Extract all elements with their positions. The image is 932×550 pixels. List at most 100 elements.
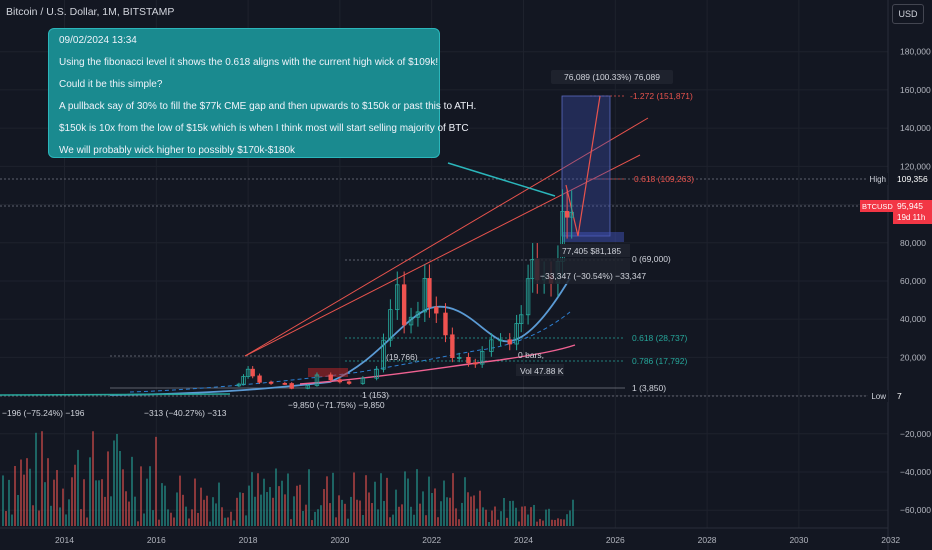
volume-bar [545, 509, 547, 526]
volume-bar [461, 502, 463, 526]
volume-bar [86, 517, 88, 526]
volume-bar [542, 520, 544, 526]
trend-line-upper [244, 117, 649, 357]
volume-bar [188, 518, 190, 526]
price-tick: 80,000 [900, 238, 926, 248]
volume-bar [311, 520, 313, 526]
fib-one-label: 1 (3,850) [632, 383, 666, 393]
countdown: 19d 11h [897, 213, 925, 222]
volume-bar [338, 495, 340, 526]
volume-bar [23, 474, 25, 526]
volume-bar [302, 510, 304, 526]
volume-bar [50, 505, 52, 526]
volume-bar [203, 499, 205, 526]
volume-bar [332, 472, 334, 526]
chart-labels: 76,089 (100.33%) 76,089 -1.272 (151,871) 0… [2, 70, 694, 418]
volume-bar [449, 497, 451, 526]
volume-bar [209, 521, 211, 526]
volume-bar [389, 517, 391, 526]
volume-bar [110, 496, 112, 526]
time-tick: 2022 [422, 535, 441, 545]
volume-bar [380, 473, 382, 526]
volume-bar [458, 519, 460, 526]
volume-bar [206, 495, 208, 526]
symbol-label-box [860, 200, 894, 212]
volume-bar [323, 489, 325, 526]
volume-bar [413, 514, 415, 526]
candle [457, 356, 462, 359]
time-tick: 2020 [330, 535, 349, 545]
volume-bar [155, 436, 157, 526]
candle [381, 339, 386, 370]
volume-bar [38, 510, 40, 526]
price-tick: −60,000 [900, 505, 931, 515]
volume-bar [395, 489, 397, 526]
volume-bar [548, 508, 550, 526]
price-tick: 140,000 [900, 123, 931, 133]
chart-title: Bitcoin / U.S. Dollar, 1M, BITSTAMP [6, 6, 175, 18]
high-value-box [893, 173, 932, 185]
volume-bar [26, 458, 28, 526]
time-tick: 2024 [514, 535, 533, 545]
volume-bar [572, 499, 574, 526]
volume-bar [299, 484, 301, 526]
fib-0786-label: 0.786 (17,792) [632, 356, 687, 366]
volume-bar [32, 505, 34, 526]
measure-gap-label: 77,405 $81,185 [562, 246, 621, 256]
early-history-candles [0, 393, 231, 396]
candle [525, 278, 531, 316]
volume-bar [176, 492, 178, 526]
volume-bar [440, 501, 442, 526]
candle [314, 374, 320, 386]
drawdown-2018-label: −313 (−40.27%) −313 [144, 408, 227, 418]
volume-bar [212, 497, 214, 526]
volume-bar [5, 511, 7, 526]
price-tick: 120,000 [900, 161, 931, 171]
volume-bar [230, 511, 232, 526]
time-tick: 2016 [147, 535, 166, 545]
volume-bar [44, 482, 46, 526]
price-tick: 40,000 [900, 314, 926, 324]
volume-bar [260, 494, 262, 526]
volume-bar [200, 487, 202, 526]
volume-label: Vol 47.88 K [520, 366, 564, 376]
volume-bar [80, 509, 82, 526]
drawing-tools[interactable] [0, 95, 888, 397]
volume-bar [488, 521, 490, 526]
low-label: Low [871, 392, 886, 401]
volume-bar [362, 515, 364, 526]
volume-bar [251, 472, 253, 526]
callout-line-2: Could it be this simple? [59, 79, 163, 90]
volume-bar [554, 519, 556, 526]
moving-average-line [109, 277, 571, 396]
volume-bar [314, 511, 316, 526]
price-tick: 180,000 [900, 47, 931, 57]
volume-bar [68, 499, 70, 526]
candle [346, 381, 352, 384]
volume-bar [446, 497, 448, 526]
candle [422, 278, 428, 313]
volume-bar [335, 517, 337, 526]
volume-bar [113, 440, 115, 526]
fib-0618-lower-label: 0.618 (28,737) [632, 333, 687, 343]
candle [305, 385, 310, 389]
note-callout[interactable]: 09/02/2024 13:34 Using the fibonacci lev… [48, 28, 476, 158]
currency-button[interactable]: USD [892, 4, 924, 24]
volume-bar [182, 494, 184, 526]
volume-bar [194, 478, 196, 526]
trend-line-lower [244, 154, 641, 357]
volume-bar [308, 469, 310, 526]
candle [569, 211, 574, 218]
volume-bar [167, 509, 169, 526]
volume-bar [224, 517, 226, 526]
volume-bar [14, 466, 16, 526]
candle [489, 339, 494, 352]
volume-bar [293, 496, 295, 526]
volume-bar [347, 518, 349, 526]
callout-date: 09/02/2024 13:34 [59, 35, 137, 46]
volume-bar [398, 506, 400, 526]
volume-bar [164, 485, 166, 526]
volume-bar [59, 507, 61, 526]
volume-bar [77, 449, 79, 526]
